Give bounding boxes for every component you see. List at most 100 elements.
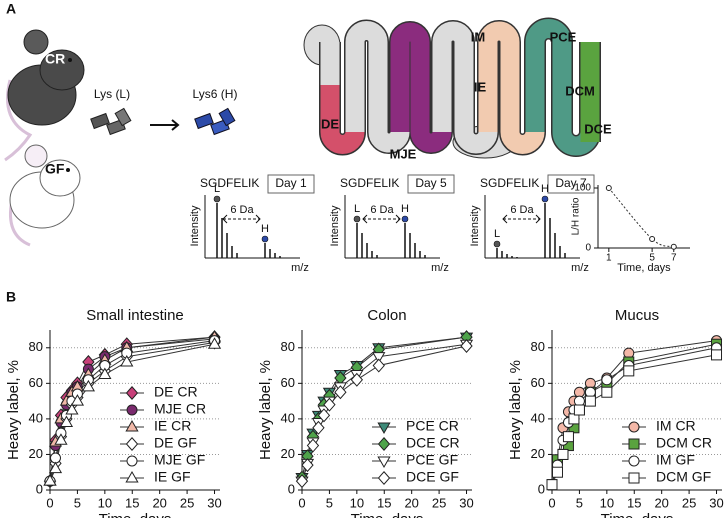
x-tick-label: 15 [627,495,641,510]
peak-marker [261,235,269,243]
shift-arrowheads [502,214,541,224]
spectrum-x-label: m/z [571,262,589,274]
legend-label: DE CR [154,384,198,400]
day-box [267,174,315,194]
gut-diagram: DE MJE IE IM PCE DCM DCE [303,17,612,161]
legend-label: MJE GF [154,452,205,468]
lys-light: Lys (L) [94,87,130,101]
x-tick-label: 5 [74,495,81,510]
arrow [150,119,180,131]
gut-segment [454,42,498,154]
day-label: Day 5 [415,176,447,190]
mouse-cr [4,29,85,162]
legend-marker [377,422,391,435]
marker [70,394,85,406]
marker [334,385,347,400]
y-tick-label: 20 [281,446,295,461]
legend-marker [628,472,640,484]
legend-marker [125,436,139,452]
spectrum-peptide: SGDFELIK [480,176,539,190]
x-tick-label: 20 [152,495,166,510]
peak-marker [401,215,409,223]
shift-label: 6 Da [510,204,534,216]
legend-label: IM GF [656,452,695,468]
marker [584,395,596,407]
legend-label: DCE GF [406,469,459,485]
day-box [407,174,455,194]
panel-label: A [6,1,16,17]
gut-segment [525,19,572,132]
x-tick-label: 30 [207,495,221,510]
x-axis-label: Time, days [617,262,671,274]
spectrum-y-label: Intensity [189,205,201,246]
spectra: SGDFELIK Day 1 Intensity m/z L H 6 Da SGDFELIK D… [189,174,595,274]
spectrum-y-label: Intensity [469,205,481,246]
legend-marker [125,419,139,432]
x-tick-label: 15 [125,495,139,510]
legend-label: PCE GF [406,452,458,468]
x-tick-label: 0 [548,495,555,510]
peak-marker [353,215,361,223]
gut-label: DE [321,116,339,131]
legend-marker [126,404,138,416]
marker [312,420,325,435]
y-axis-label: Heavy label, % [507,360,524,460]
x-tick-label: 20 [404,495,418,510]
shift-arrowheads [222,214,261,224]
y-tick-label: 0 [288,481,295,496]
y-tick-label: 100 [574,183,591,194]
peak-marker [213,195,221,203]
peak-label: H [261,223,269,235]
marker [323,397,336,412]
x-tick-label: 5 [576,495,583,510]
gut-segment [478,21,520,132]
y-tick-label: 20 [29,446,43,461]
x-tick-label: 0 [298,495,305,510]
spectrum-x-label: m/z [431,262,449,274]
y-tick-label: 0 [538,481,545,496]
spectrum-peptide: SGDFELIK [200,176,259,190]
x-tick-label: 1 [606,253,612,264]
legend-label: PCE CR [406,418,459,434]
legend-label: DE GF [154,435,197,451]
y-axis-label: Heavy label, % [5,360,22,460]
spectrum-y-label: Intensity [329,205,341,246]
marker [460,338,473,354]
mouse-label: GF [45,161,65,177]
legend-marker [125,470,139,483]
gut-label: DCE [584,121,612,136]
peak-marker [541,195,549,203]
y-tick-label: 0 [585,243,591,254]
marker [601,386,613,398]
marker [601,374,613,386]
lys-heavy: Lys6 (H) [193,87,238,101]
day-box [547,174,595,194]
marker [49,452,61,464]
y-axis-label: Heavy label, % [257,360,274,460]
marker [59,415,74,427]
marker [81,379,96,392]
gut-label: PCE [550,29,577,44]
legend-marker [628,455,640,467]
y-tick-label: 60 [29,375,43,390]
shift-arrowheads [362,214,401,224]
legend-label: DCE CR [406,435,460,451]
legend-label: DCM GF [656,469,711,485]
y-axis-label: L/H ratio [571,197,582,235]
y-tick-label: 80 [29,339,43,354]
marker [649,236,656,242]
marker [295,474,309,489]
marker [670,243,677,250]
x-tick-label: 7 [671,253,677,264]
gut-label: IE [474,79,487,94]
series-line [608,187,674,248]
legend-marker [377,470,391,486]
y-tick-label: 40 [29,410,43,425]
peak-label: L [214,183,220,195]
marker [48,461,63,474]
marker [350,372,364,387]
gut-label: DCM [565,83,595,98]
marker [623,365,635,377]
peak-label: H [541,183,549,195]
